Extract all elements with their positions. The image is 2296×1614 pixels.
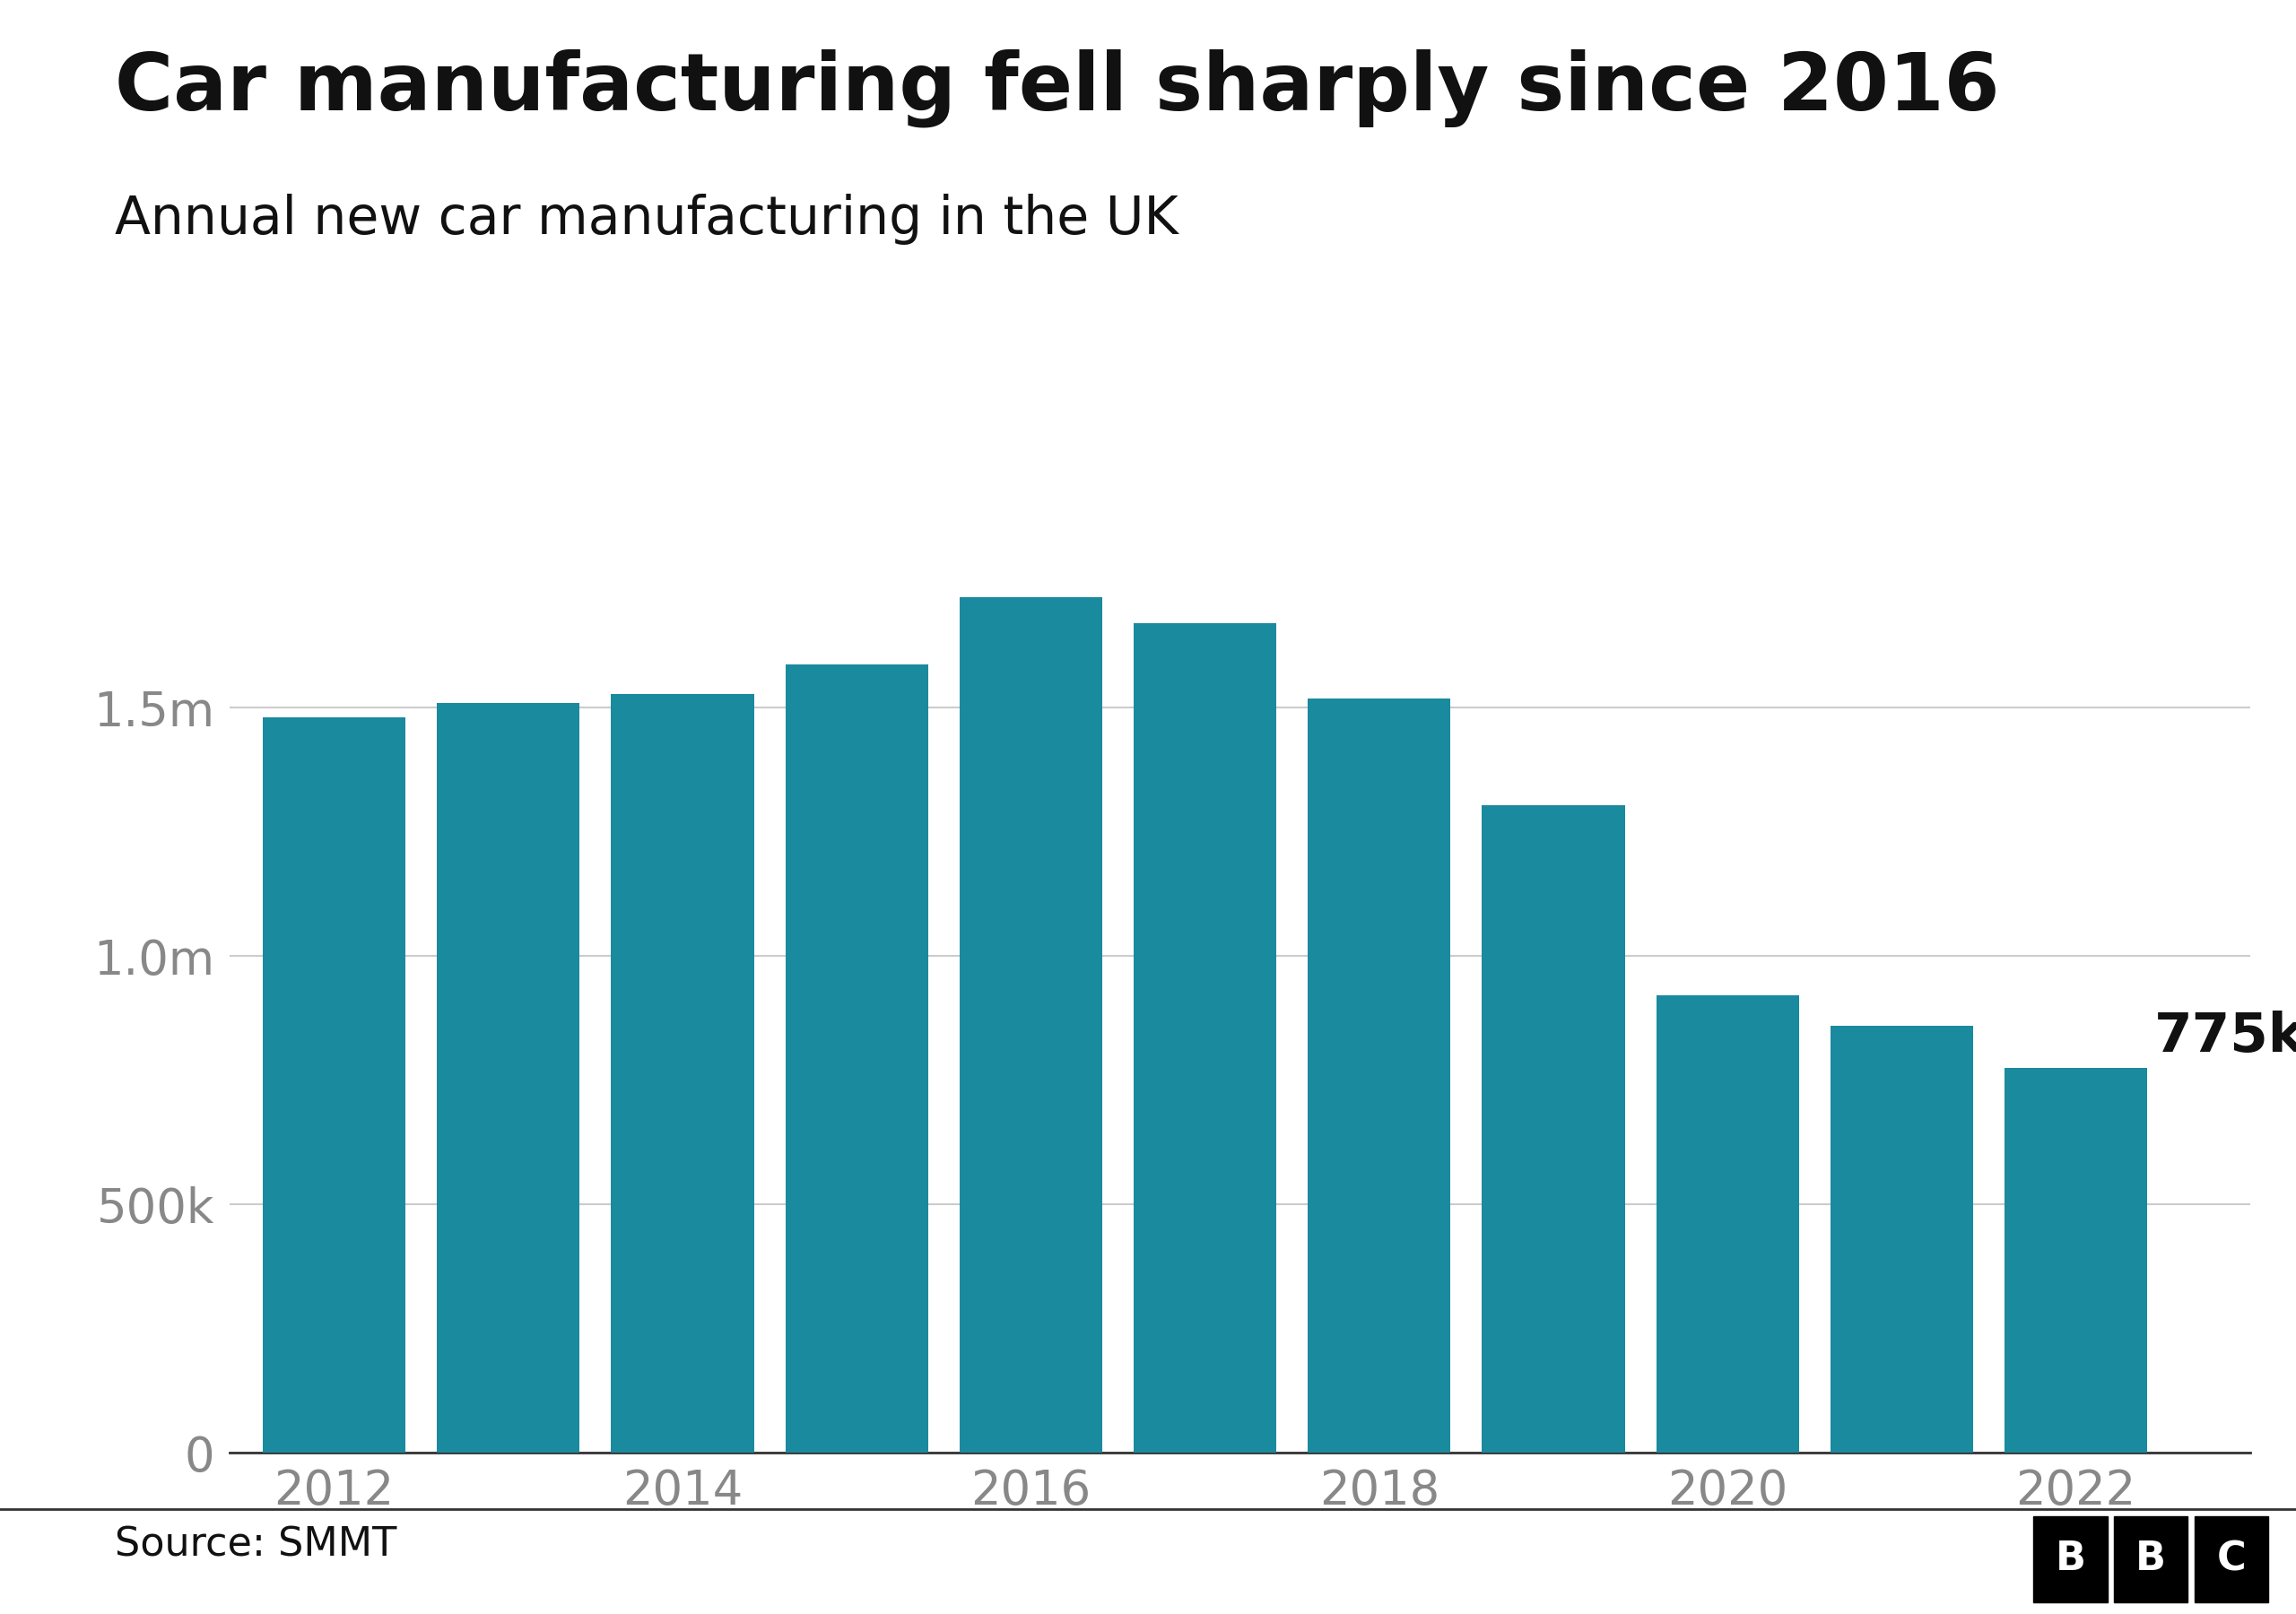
- Text: Car manufacturing fell sharply since 2016: Car manufacturing fell sharply since 201…: [115, 48, 2000, 128]
- Bar: [1655, 996, 1800, 1453]
- Text: Source: SMMT: Source: SMMT: [115, 1525, 397, 1564]
- Bar: [611, 694, 753, 1453]
- FancyBboxPatch shape: [2034, 1516, 2108, 1603]
- Text: B: B: [2135, 1540, 2165, 1578]
- Bar: [1134, 623, 1277, 1453]
- Bar: [1830, 1027, 1972, 1453]
- FancyBboxPatch shape: [2195, 1516, 2268, 1603]
- Bar: [1481, 805, 1626, 1453]
- FancyBboxPatch shape: [2115, 1516, 2188, 1603]
- Bar: [1309, 699, 1451, 1453]
- Bar: [785, 665, 928, 1453]
- Bar: [960, 597, 1102, 1453]
- Text: B: B: [2055, 1540, 2085, 1578]
- Bar: [436, 702, 579, 1453]
- Text: C: C: [2216, 1540, 2245, 1578]
- Text: 775k: 775k: [2154, 1010, 2296, 1064]
- Bar: [262, 718, 406, 1453]
- Bar: [2004, 1068, 2147, 1453]
- Text: Annual new car manufacturing in the UK: Annual new car manufacturing in the UK: [115, 194, 1178, 245]
